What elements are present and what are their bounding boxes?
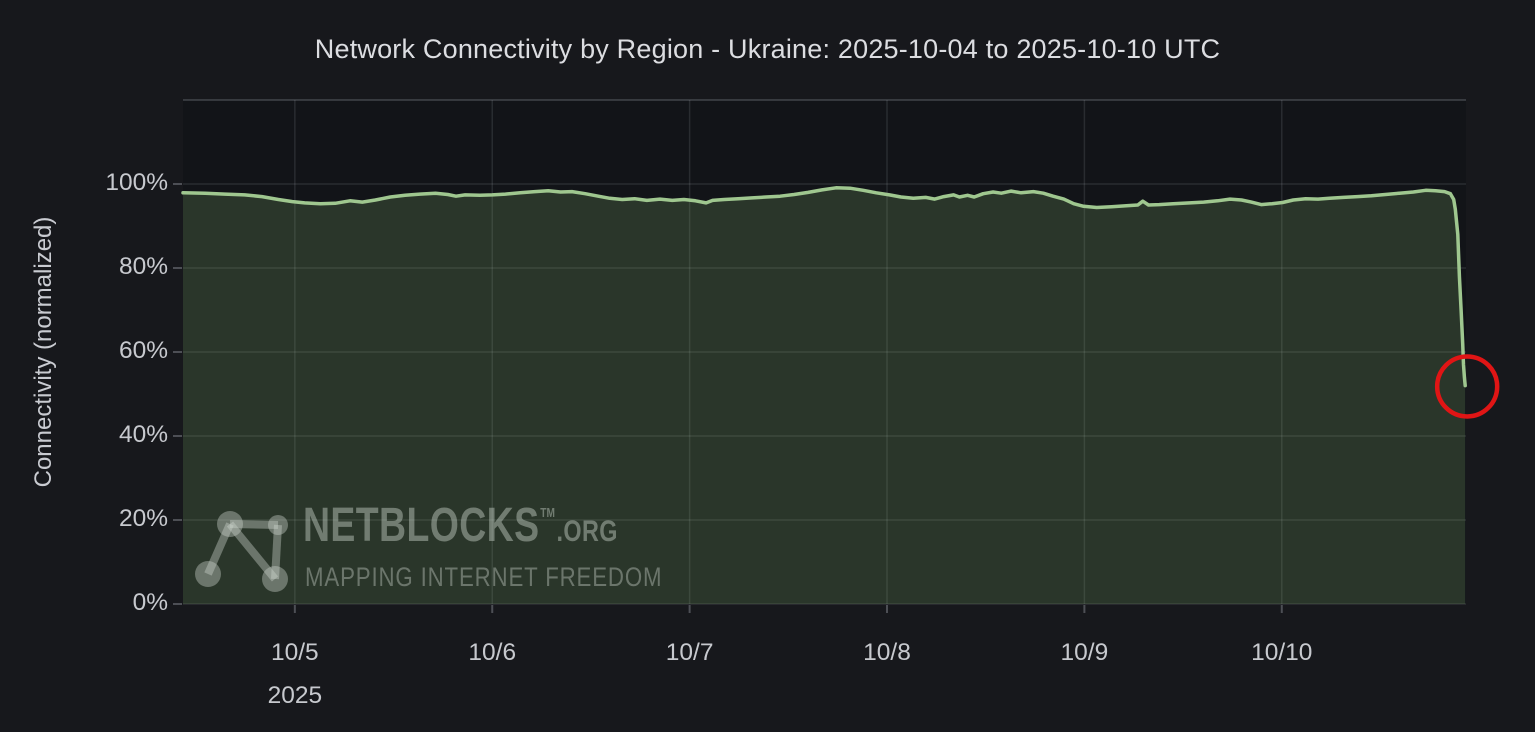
logo-node-shape	[268, 515, 288, 535]
x-axis-year-label: 2025	[267, 682, 323, 709]
y-tick-label: 100%	[105, 169, 168, 196]
netblocks-tagline: MAPPING INTERNET FREEDOM	[305, 562, 663, 592]
outage-annotation-circle	[1434, 354, 1500, 419]
y-tick-label: 40%	[118, 421, 168, 448]
logo-node-shape	[262, 566, 288, 592]
y-tick-label: 80%	[118, 253, 168, 280]
y-tick-label: 20%	[118, 505, 168, 532]
x-tick-label: 10/6	[468, 639, 517, 666]
logo-node-shape	[226, 521, 279, 582]
trademark-symbol: TM	[540, 505, 555, 520]
connectivity-line	[181, 186, 1467, 388]
y-tick-label: 60%	[118, 337, 168, 364]
logo-node-shape	[229, 520, 279, 529]
chart-title: Network Connectivity by Region - Ukraine…	[314, 34, 1221, 64]
netblocks-logo-icon	[195, 511, 288, 592]
logo-node-shape	[195, 561, 221, 587]
connectivity-area	[183, 187, 1466, 605]
netblocks-wordmark: NETBLOCKS TM .ORG	[303, 502, 618, 550]
logo-node-shape	[204, 522, 234, 576]
x-tick-label: 10/9	[1060, 639, 1109, 666]
netblocks-org-text: .ORG	[556, 515, 618, 548]
x-tick-label: 10/5	[271, 639, 319, 666]
plot-area-background	[183, 100, 1466, 604]
logo-node-shape	[217, 511, 243, 537]
y-tick-label: 0%	[132, 589, 168, 616]
x-tick-label: 10/10	[1251, 639, 1313, 666]
x-tick-label: 10/7	[665, 639, 714, 666]
logo-node-shape	[271, 524, 282, 580]
netblocks-brand-text: NETBLOCKS	[303, 499, 540, 552]
x-tick-label: 10/8	[863, 639, 911, 666]
